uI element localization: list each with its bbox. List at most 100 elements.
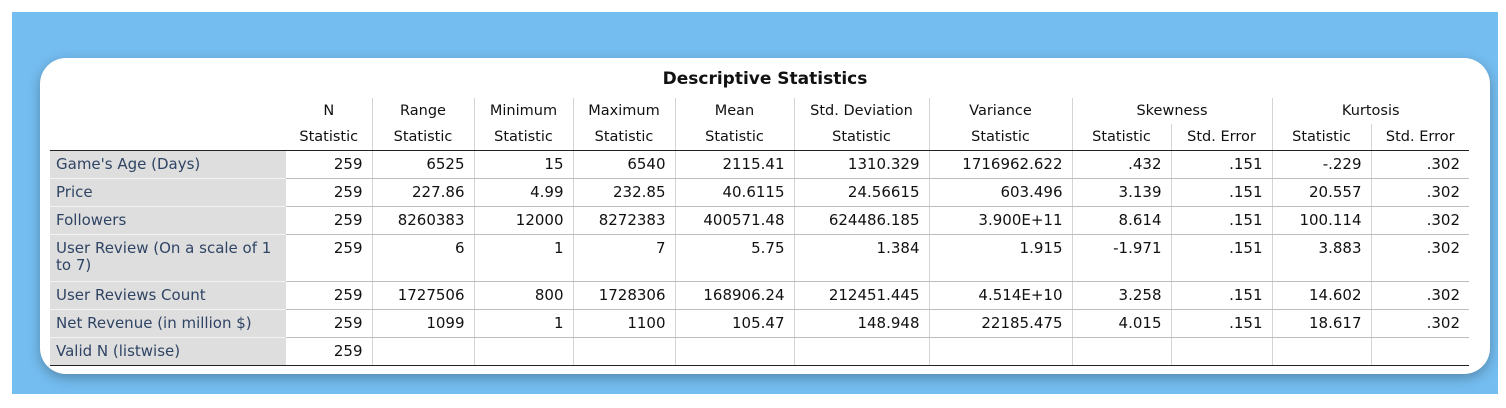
subheader-statistic: Statistic [474, 124, 574, 151]
cell-std-deviation: 1310.329 [794, 150, 930, 179]
cell-kurtosis-statistic [1272, 337, 1372, 366]
cell-mean [675, 337, 795, 366]
cell-skewness-statistic [1072, 337, 1172, 366]
cell-skewness-statistic: 8.614 [1072, 206, 1172, 235]
cell-range [372, 337, 475, 366]
cell-variance: 22185.475 [929, 309, 1073, 338]
col-header-kurtosis: Kurtosis [1341, 103, 1400, 119]
row-label: Price [50, 178, 286, 207]
cell-minimum: 12000 [474, 206, 574, 235]
cell-minimum: 15 [474, 150, 574, 179]
cell-std-deviation: 624486.185 [794, 206, 930, 235]
col-header-range: Range [372, 98, 475, 124]
cell-n: 259 [286, 206, 373, 235]
cell-variance: 1.915 [929, 234, 1073, 282]
cell-skewness-std-error: .151 [1171, 281, 1273, 310]
header-row-secondary: Statistic Statistic Statistic Statistic … [50, 124, 1469, 151]
corner-cell [50, 124, 286, 151]
cell-skewness-std-error [1171, 337, 1273, 366]
cell-maximum: 232.85 [573, 178, 676, 207]
cell-range: 227.86 [372, 178, 475, 207]
cell-variance: 3.900E+11 [929, 206, 1073, 235]
cell-minimum [474, 337, 574, 366]
cell-mean: 105.47 [675, 309, 795, 338]
cell-skewness-std-error: .151 [1171, 178, 1273, 207]
cell-kurtosis-statistic: 100.114 [1272, 206, 1372, 235]
cell-minimum: 1 [474, 309, 574, 338]
col-header-mean: Mean [675, 98, 795, 124]
table-row: Followers 259 8260383 12000 8272383 400571.48… [50, 206, 1469, 235]
cell-skewness-statistic: 4.015 [1072, 309, 1172, 338]
cell-kurtosis-statistic: 20.557 [1272, 178, 1372, 207]
cell-variance: 1716962.622 [929, 150, 1073, 179]
cell-skewness-statistic: 3.258 [1072, 281, 1172, 310]
col-header-skewness: Skewness [1072, 98, 1273, 124]
cell-kurtosis-std-error [1371, 337, 1469, 366]
cell-n: 259 [286, 234, 373, 282]
row-label: Net Revenue (in million $) [50, 309, 286, 338]
cell-n: 259 [286, 150, 373, 179]
cell-kurtosis-std-error: .302 [1371, 281, 1469, 310]
corner-cell [50, 98, 286, 124]
table-row: Game's Age (Days) 259 6525 15 6540 2115.41 131… [50, 150, 1469, 179]
subheader-statistic: Statistic [675, 124, 795, 151]
row-label: User Reviews Count [50, 281, 286, 310]
row-label: Followers [50, 206, 286, 235]
cell-kurtosis-statistic: 18.617 [1272, 309, 1372, 338]
cell-variance: 4.514E+10 [929, 281, 1073, 310]
cell-std-deviation: 212451.445 [794, 281, 930, 310]
descriptive-statistics-table: N Range Minimum Maximum Mean Std. Deviat… [50, 98, 1469, 366]
subheader-statistic: Statistic [1272, 124, 1372, 151]
subheader-statistic: Statistic [372, 124, 475, 151]
subheader-statistic: Statistic [573, 124, 676, 151]
cell-skewness-statistic: 3.139 [1072, 178, 1172, 207]
subheader-std-error: Std. Error [1371, 124, 1469, 151]
statistics-card: Descriptive Statistics N [40, 58, 1490, 374]
cell-n: 259 [286, 337, 373, 366]
cell-mean: 5.75 [675, 234, 795, 282]
cell-minimum: 800 [474, 281, 574, 310]
cell-kurtosis-statistic: 3.883 [1272, 234, 1372, 282]
cell-skewness-std-error: .151 [1171, 234, 1273, 282]
cell-std-deviation: 1.384 [794, 234, 930, 282]
cell-kurtosis-statistic: 14.602 [1272, 281, 1372, 310]
cell-maximum: 1728306 [573, 281, 676, 310]
cell-n: 259 [286, 178, 373, 207]
cell-std-deviation: 148.948 [794, 309, 930, 338]
cell-range: 1727506 [372, 281, 475, 310]
subheader-std-error: Std. Error [1171, 124, 1273, 151]
cell-mean: 400571.48 [675, 206, 795, 235]
cell-variance: 603.496 [929, 178, 1073, 207]
table-body: Game's Age (Days) 259 6525 15 6540 2115.41 131… [50, 150, 1469, 366]
subheader-statistic: Statistic [794, 124, 930, 151]
cell-maximum: 6540 [573, 150, 676, 179]
col-header-maximum: Maximum [573, 98, 676, 124]
subheader-statistic: Statistic [286, 124, 373, 151]
col-header-variance: Variance [929, 98, 1073, 124]
cell-range: 1099 [372, 309, 475, 338]
cell-maximum: 8272383 [573, 206, 676, 235]
cell-range: 6 [372, 234, 475, 282]
table-row: User Reviews Count 259 1727506 800 1728306 16… [50, 281, 1469, 310]
cell-skewness-statistic: .432 [1072, 150, 1172, 179]
col-header-n: N [286, 98, 373, 124]
cell-skewness-statistic: -1.971 [1072, 234, 1172, 282]
cell-mean: 40.6115 [675, 178, 795, 207]
header-row-primary: N Range Minimum Maximum Mean Std. Deviat… [50, 98, 1469, 124]
row-label: User Review (On a scale of 1 to 7) [50, 234, 286, 282]
row-label: Valid N (listwise) [50, 337, 286, 366]
cell-minimum: 1 [474, 234, 574, 282]
blue-background: Descriptive Statistics N [12, 12, 1498, 394]
cell-kurtosis-statistic: -.229 [1272, 150, 1372, 179]
cell-kurtosis-std-error: .302 [1371, 178, 1469, 207]
cell-mean: 2115.41 [675, 150, 795, 179]
col-header-minimum: Minimum [474, 98, 574, 124]
cell-std-deviation [794, 337, 930, 366]
cell-variance [929, 337, 1073, 366]
row-label: Game's Age (Days) [50, 150, 286, 179]
cell-mean: 168906.24 [675, 281, 795, 310]
cell-minimum: 4.99 [474, 178, 574, 207]
table-row: User Review (On a scale of 1 to 7) 259 6 1 7… [50, 234, 1469, 282]
cell-kurtosis-std-error: .302 [1371, 150, 1469, 179]
cell-kurtosis-std-error: .302 [1371, 309, 1469, 338]
